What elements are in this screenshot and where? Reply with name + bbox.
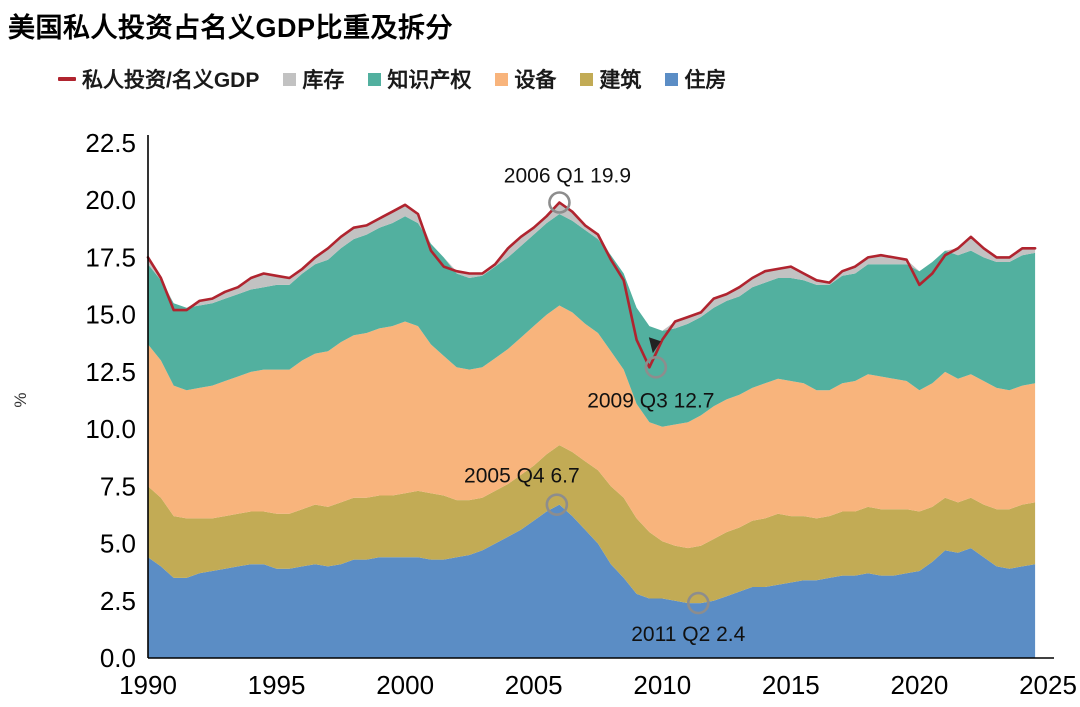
- y-tick-label: 0.0: [100, 643, 136, 673]
- y-tick-label: 2.5: [100, 586, 136, 616]
- annotation-marker-2: [545, 493, 569, 516]
- x-tick-label: 2010: [633, 670, 691, 700]
- legend-square-swatch: [665, 72, 679, 86]
- legend-item-2: 知识产权: [368, 64, 471, 94]
- x-tick-label: 1995: [248, 670, 306, 700]
- x-tick-label: 2015: [762, 670, 820, 700]
- annotation-label-0: 2006 Q1 19.9: [504, 165, 631, 188]
- x-tick-label: 1990: [119, 670, 177, 700]
- legend-item-0: 私人投资/名义GDP: [58, 64, 259, 94]
- y-tick-label: 10.0: [85, 414, 136, 444]
- legend-label: 住房: [684, 69, 727, 92]
- annotation-marker-0: [548, 191, 571, 214]
- annotation-marker-3: [686, 591, 710, 615]
- legend: 私人投资/名义GDP 库存 知识产权 设备 建筑 住房: [58, 64, 726, 94]
- legend-line-swatch: [58, 77, 76, 81]
- annotation-arrow-1: [648, 337, 661, 354]
- legend-square-swatch: [495, 72, 509, 86]
- y-tick-label: 15.0: [85, 300, 136, 330]
- legend-item-5: 住房: [665, 64, 726, 94]
- annotation-label-3: 2011 Q2 2.4: [631, 623, 745, 646]
- legend-square-swatch: [580, 72, 594, 86]
- chart-title: 美国私人投资占名义GDP比重及拆分: [8, 13, 454, 43]
- legend-square-swatch: [283, 72, 297, 86]
- legend-label: 设备: [514, 69, 557, 92]
- legend-item-3: 设备: [495, 64, 556, 94]
- legend-item-1: 库存: [283, 64, 344, 94]
- area-housing: [148, 504, 1036, 658]
- x-tick-label: 2000: [376, 670, 434, 700]
- annotation-label-2: 2005 Q4 6.7: [464, 465, 580, 488]
- legend-label: 建筑: [599, 69, 642, 92]
- area-ip: [148, 214, 1036, 427]
- y-tick-label: 22.5: [85, 128, 136, 158]
- legend-label: 私人投资/名义GDP: [82, 69, 260, 92]
- y-tick-label: 7.5: [100, 471, 136, 501]
- y-tick-label: 17.5: [85, 242, 136, 272]
- x-tick-label: 2005: [505, 670, 563, 700]
- annotation-marker-1: [644, 356, 668, 379]
- legend-label: 知识产权: [387, 69, 472, 92]
- y-tick-label: 20.0: [85, 185, 136, 215]
- y-axis-unit-label: %: [11, 392, 30, 407]
- investment-line: [146, 201, 1037, 369]
- area-equipment: [148, 305, 1036, 549]
- annotation-label-1: 2009 Q3 12.7: [587, 389, 714, 412]
- x-tick-label: 2020: [891, 670, 949, 700]
- area-inventory: [148, 202, 1036, 331]
- legend-label: 库存: [302, 69, 345, 92]
- area-structures: [148, 445, 1036, 604]
- y-tick-label: 12.5: [85, 357, 136, 387]
- y-tick-label: 5.0: [100, 529, 136, 559]
- legend-square-swatch: [368, 72, 382, 86]
- legend-item-4: 建筑: [580, 64, 641, 94]
- x-tick-label: 2025: [1019, 670, 1077, 700]
